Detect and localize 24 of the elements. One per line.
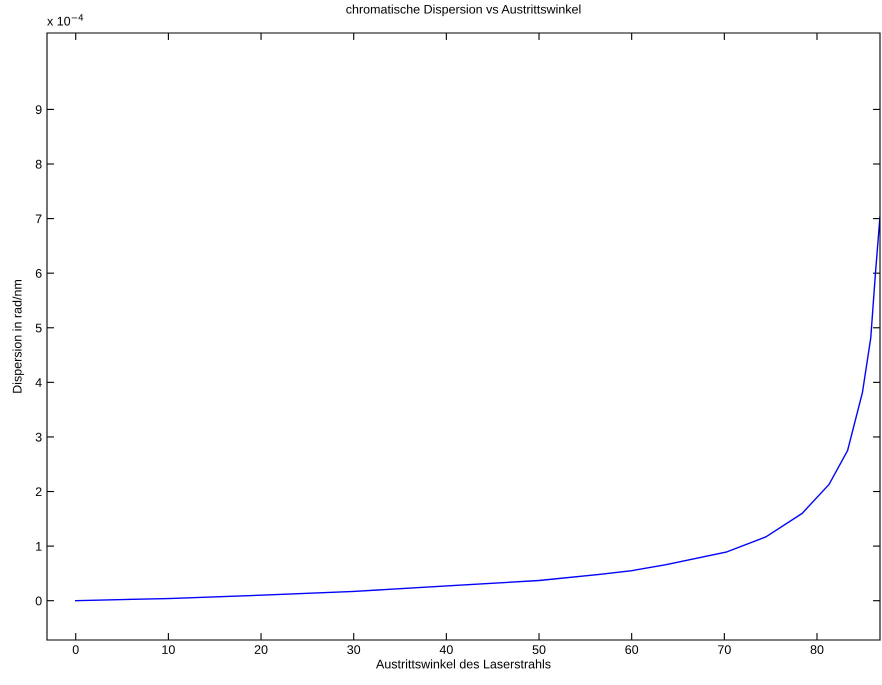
x-tick-label: 70	[718, 645, 731, 654]
x-tick-label: 0	[72, 645, 79, 654]
y-tick-label: 1	[36, 542, 42, 551]
x-tick-label: 60	[625, 645, 638, 654]
y-axis-title: Dispersion in rad/nm	[12, 280, 24, 393]
x-tick-label: 40	[440, 645, 453, 654]
y-tick-label: 4	[35, 378, 42, 387]
chart-title: chromatische Dispersion vs Austrittswinkel	[346, 4, 580, 16]
x-tick-label: 30	[347, 645, 360, 654]
text: x 10$^{−4}$	[47, 14, 84, 26]
y-tick-label: 6	[36, 268, 42, 278]
y-tick-label: 5	[36, 324, 42, 332]
line-series	[75, 216, 880, 602]
y-tick-label: 7	[36, 214, 42, 224]
y-tick-label: 9	[36, 105, 42, 114]
x-tick-label: 80	[810, 645, 824, 654]
x-tick-label: 10	[162, 645, 175, 654]
x-tick-label: 50	[532, 645, 546, 654]
x-axis-title: Austrittswinkel des Laserstrahls	[376, 659, 551, 668]
y-tick-label: 0	[36, 596, 42, 606]
y-tick-label: 2	[36, 487, 42, 496]
x-tick-label: 20	[254, 645, 268, 654]
y-tick-label: 3	[36, 432, 42, 442]
y-tick-label: 8	[36, 160, 42, 169]
